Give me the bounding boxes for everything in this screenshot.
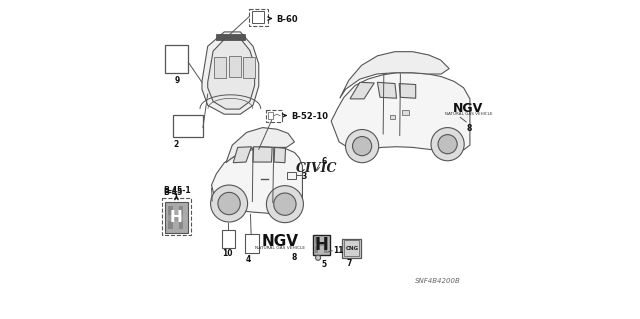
Circle shape (274, 193, 296, 215)
Bar (243, 57, 255, 78)
Text: NATURAL GAS VEHICLE: NATURAL GAS VEHICLE (445, 112, 492, 115)
Circle shape (218, 192, 240, 215)
Text: 8: 8 (467, 124, 472, 133)
Circle shape (211, 185, 248, 222)
Polygon shape (378, 82, 397, 98)
Text: 3: 3 (301, 172, 307, 181)
Text: NATURAL GAS VEHICLE: NATURAL GAS VEHICLE (255, 246, 305, 250)
Bar (165, 202, 188, 233)
Bar (266, 110, 282, 122)
Polygon shape (202, 32, 259, 114)
Text: 9: 9 (174, 76, 179, 85)
Text: B-45-1: B-45-1 (163, 186, 191, 195)
Bar (168, 215, 184, 221)
Text: H: H (315, 236, 328, 254)
Text: CIVIC: CIVIC (296, 162, 337, 175)
Bar (268, 112, 273, 119)
Polygon shape (350, 82, 374, 99)
Circle shape (353, 137, 372, 156)
Bar (230, 69, 235, 72)
Text: 7: 7 (347, 259, 352, 268)
Bar (344, 240, 359, 256)
Circle shape (438, 135, 457, 154)
Text: 2: 2 (173, 140, 179, 149)
Circle shape (431, 128, 464, 161)
Polygon shape (331, 73, 470, 151)
Bar (229, 56, 241, 77)
Bar (214, 57, 226, 78)
Bar (162, 198, 191, 235)
Bar (287, 172, 296, 179)
Text: NGV: NGV (453, 102, 483, 115)
Polygon shape (253, 147, 272, 162)
Polygon shape (208, 38, 255, 109)
Bar (252, 11, 264, 23)
Text: H: H (170, 210, 183, 225)
Text: 6: 6 (321, 157, 327, 166)
Bar (390, 115, 396, 119)
Text: NGV: NGV (262, 234, 299, 249)
Circle shape (316, 255, 321, 260)
Bar (165, 45, 188, 73)
Text: CNG: CNG (346, 246, 358, 251)
Polygon shape (340, 52, 449, 98)
Text: 10: 10 (222, 249, 232, 258)
Bar (249, 9, 268, 26)
Text: 4: 4 (245, 255, 251, 263)
Bar (168, 206, 173, 229)
Text: SNF4B4200B: SNF4B4200B (415, 278, 461, 284)
Polygon shape (233, 147, 252, 163)
Polygon shape (399, 84, 416, 98)
Text: B-60: B-60 (276, 15, 298, 24)
Polygon shape (226, 128, 294, 163)
Polygon shape (212, 147, 303, 214)
Bar (216, 34, 245, 40)
Bar (179, 206, 184, 229)
Bar (313, 235, 330, 255)
Bar (315, 237, 318, 253)
Bar (244, 234, 259, 253)
Polygon shape (274, 147, 285, 163)
Circle shape (266, 186, 303, 223)
Text: 11: 11 (333, 246, 343, 255)
Text: B-52-10: B-52-10 (291, 112, 328, 121)
Text: B-45: B-45 (163, 188, 182, 197)
Bar (342, 239, 362, 258)
Circle shape (346, 130, 379, 163)
Bar (324, 237, 327, 253)
Bar (222, 230, 235, 248)
Text: 8: 8 (292, 253, 298, 262)
Bar (315, 243, 327, 247)
Text: 5: 5 (321, 260, 326, 269)
Bar (173, 115, 203, 137)
Bar (402, 110, 409, 115)
